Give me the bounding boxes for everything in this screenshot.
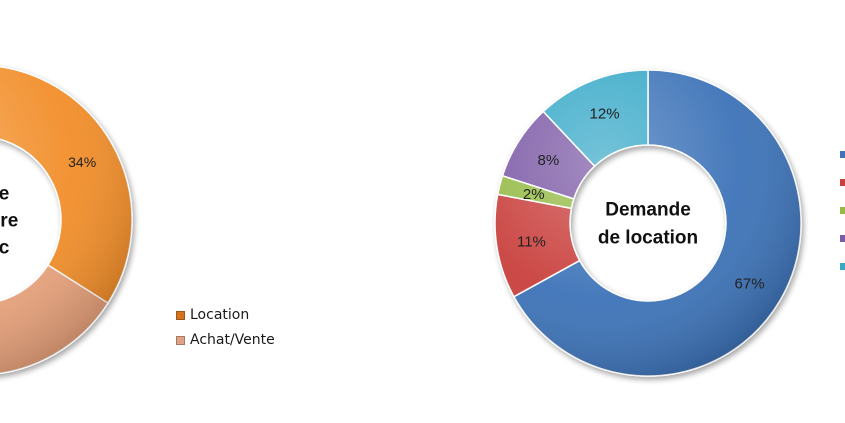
legend-swatch-right <box>840 179 845 186</box>
slice-label-1-0: 67% <box>735 275 765 292</box>
donut-chart-left: 34% e ere c <box>0 66 133 374</box>
donut-chart-right: 67% 11% 2% 8% 12% Demande de location <box>494 69 802 377</box>
donut-title-line-1-1: de location <box>598 228 698 249</box>
donut-title-line-1-0: Demande <box>605 200 691 221</box>
legend-label: Location <box>190 307 250 323</box>
legend-swatch-right <box>840 207 845 214</box>
legend-swatch <box>176 335 185 345</box>
slice-label-1-1: 11% <box>517 234 546 251</box>
slice-label-1-2: 2% <box>523 186 545 203</box>
donut-title-line-0-0: e <box>0 184 9 205</box>
slice-label-1-4: 12% <box>590 106 620 123</box>
legend-item: Achat/Vente <box>176 332 275 348</box>
legend-label: Achat/Vente <box>190 332 275 348</box>
donut-title-line-0-2: c <box>0 238 10 259</box>
legend-swatch <box>176 310 185 320</box>
legend-swatch-right <box>840 263 845 270</box>
legend-swatch-right <box>840 235 845 242</box>
legend-item: Location <box>176 307 249 323</box>
donut-title-line-0-1: ere <box>0 211 18 232</box>
slice-label-1-3: 8% <box>538 152 560 169</box>
legend-swatch-right <box>840 151 845 158</box>
donut-slice-0-0 <box>0 66 133 305</box>
slice-label-0-0: 34% <box>68 154 96 170</box>
